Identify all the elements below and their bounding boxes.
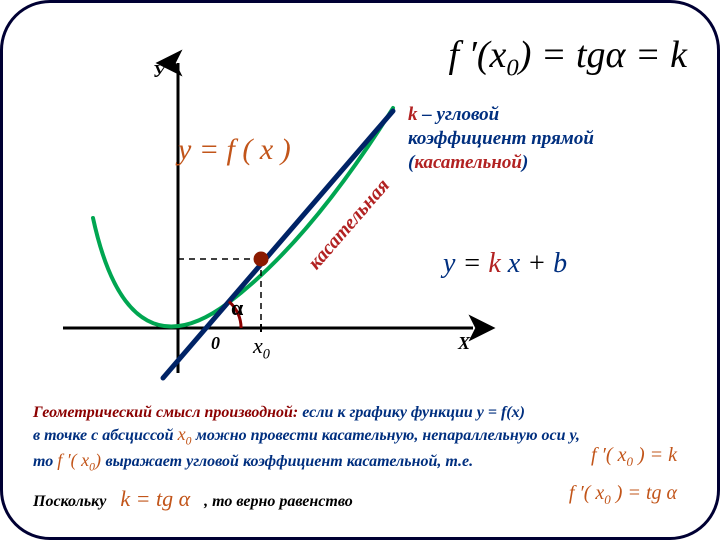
x0-label: x0 bbox=[253, 333, 270, 363]
b-r2: f ′( x bbox=[569, 482, 604, 504]
dashed-projection bbox=[178, 259, 261, 328]
bottom-text: Геометрический смысл производной: если к… bbox=[33, 403, 687, 513]
b-f1: f ′( x bbox=[57, 450, 89, 470]
k-line1: – угловой bbox=[418, 104, 500, 125]
slide-frame: У Х 0 x0 α касательная y = f ( x ) f ′(x… bbox=[0, 0, 720, 540]
b-r1e: ) = k bbox=[633, 444, 677, 466]
b-t4a: Поскольку bbox=[33, 493, 106, 510]
axis-label-y: У bbox=[153, 61, 166, 82]
b-t1b: если к графику функции y = f(x) bbox=[298, 404, 525, 421]
b-t4b: , то верно равенство bbox=[204, 493, 353, 510]
b-f1e: ) bbox=[95, 450, 101, 470]
b-t4m: k = tg α bbox=[120, 486, 190, 511]
top-formula: f ′(x0) = tgα = k bbox=[448, 33, 687, 83]
alpha-label: α bbox=[231, 295, 243, 321]
b-t2a: в точке с абсциссой bbox=[33, 427, 178, 444]
function-label: y = f ( x ) bbox=[178, 133, 291, 167]
b-t3b: выражает угловой коэффициент касательной… bbox=[106, 453, 474, 470]
tf-fp: f ′(x bbox=[448, 34, 506, 76]
le-eq: = bbox=[455, 248, 488, 279]
le-b: b bbox=[553, 248, 567, 279]
b-t1a: Геометрический смысл производной: bbox=[33, 404, 298, 421]
k-red2: касательной bbox=[414, 152, 522, 173]
x0-var: x bbox=[253, 333, 263, 358]
le-k: k bbox=[488, 248, 500, 279]
b-x0s: 0 bbox=[186, 435, 192, 448]
b-t2b: можно провести касательную, непараллельн… bbox=[196, 427, 580, 444]
b-x0: x bbox=[178, 424, 186, 444]
k-p2: ) bbox=[522, 152, 528, 173]
axis-label-x: Х bbox=[458, 333, 470, 354]
k-red: k bbox=[408, 104, 418, 125]
x0-sub: 0 bbox=[263, 346, 270, 362]
le-x: x bbox=[501, 248, 527, 279]
le-y: y bbox=[443, 248, 455, 279]
b-r2e: ) = tg α bbox=[611, 482, 677, 504]
origin-label: 0 bbox=[211, 333, 220, 354]
k-line2: коэффициент прямой bbox=[408, 127, 594, 151]
tf-sub: 0 bbox=[506, 55, 518, 82]
line-equation: y = k x + b bbox=[443, 248, 567, 280]
le-p: + bbox=[527, 248, 553, 279]
tf-rest: ) = tgα = k bbox=[519, 34, 687, 76]
tangent-point bbox=[254, 252, 268, 266]
b-r1: f ′( x bbox=[591, 444, 626, 466]
k-description: k – угловой коэффициент прямой (касатель… bbox=[408, 103, 594, 174]
b-t3a: то bbox=[33, 453, 57, 470]
